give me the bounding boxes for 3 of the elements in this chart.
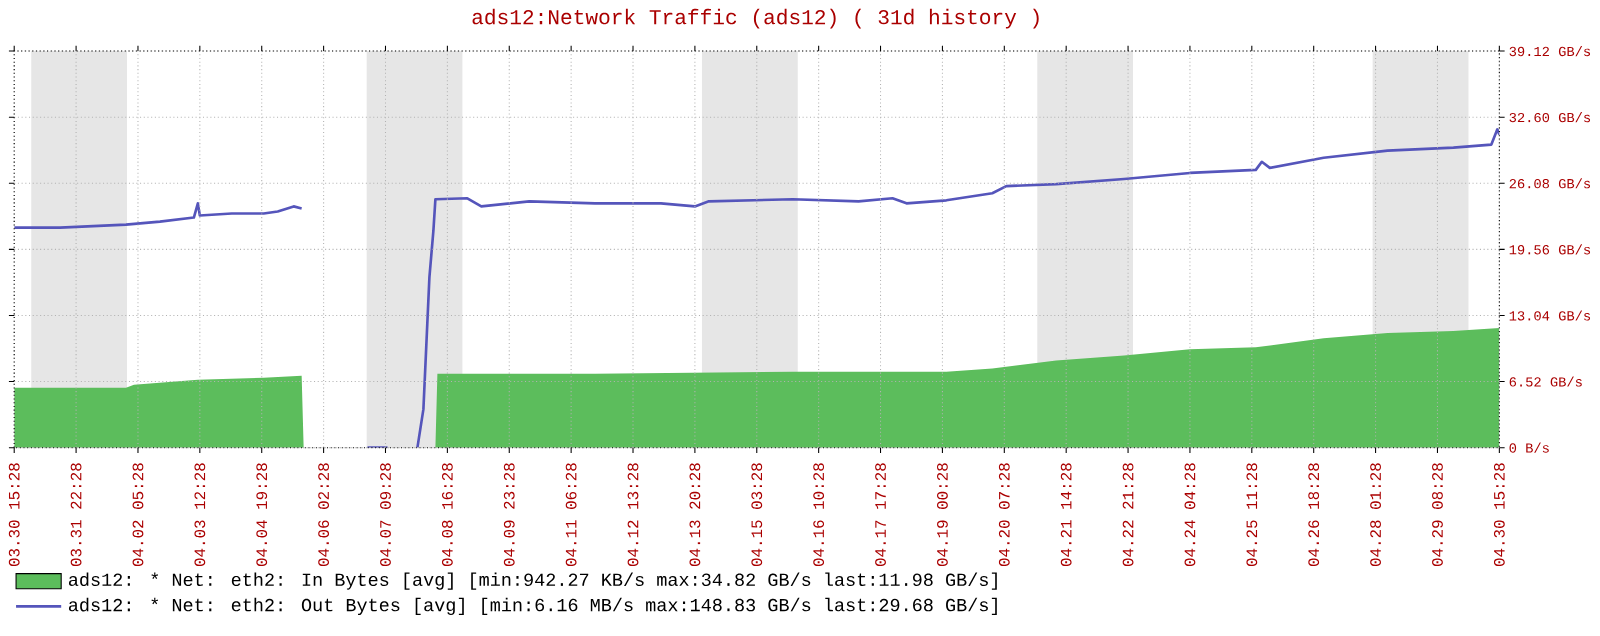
chart-title: ads12:Network Traffic (ads12) ( 31d history ) [472,8,1039,29]
legend-label: ads12: * Net: eth2: In Bytes [avg] [min:942.27 KB/s max:34.82 GB/s last:11.98 GB/s] [68,572,997,590]
legend-label: ads12: * Net: eth2: Out Bytes [avg] [min:6.16 MB/s max:148.83 GB/s last:29.68 GB/s] [68,597,997,616]
